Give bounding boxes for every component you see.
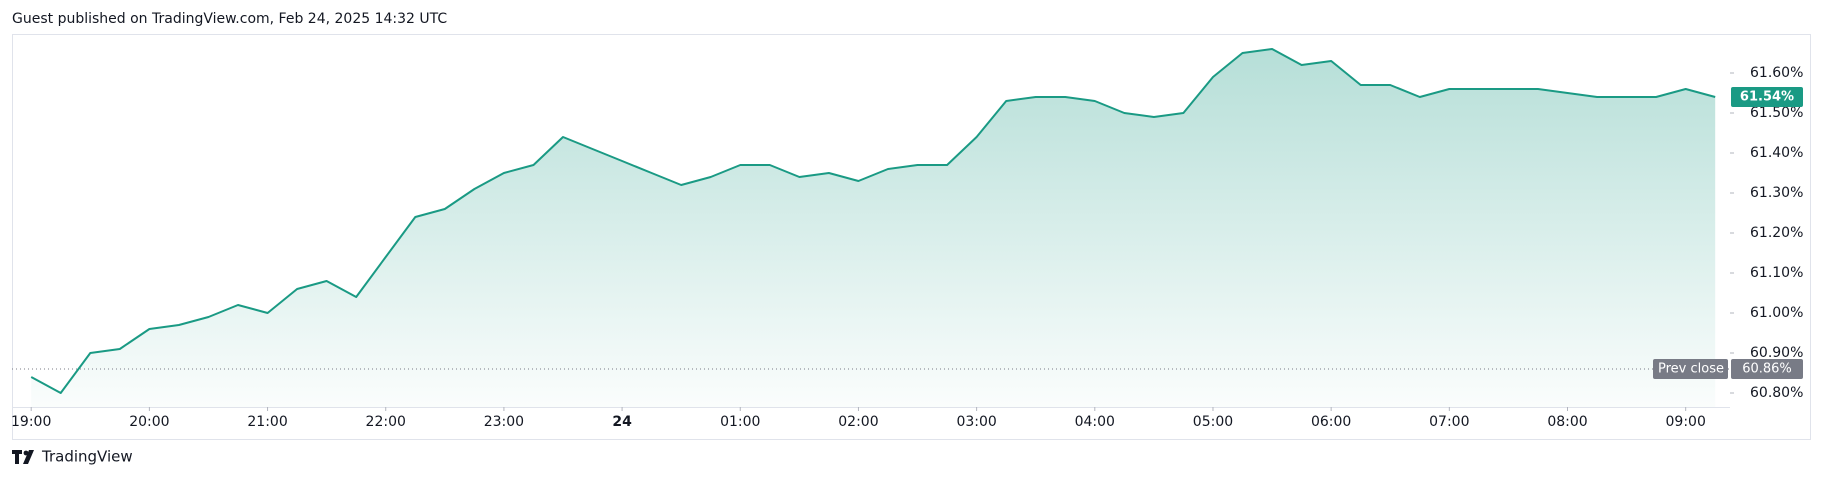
- x-tick-label: 09:00: [1666, 414, 1706, 430]
- x-tick-label: 02:00: [838, 414, 878, 430]
- prev-close-name: Prev close: [1658, 362, 1724, 377]
- price-line: [30, 48, 1716, 394]
- prev-close-bg: [1731, 359, 1803, 379]
- x-tick-label: 07:00: [1429, 414, 1469, 430]
- x-tick-label: 08:00: [1547, 414, 1587, 430]
- x-tick-label: 23:00: [484, 414, 524, 430]
- last-value-label: 61.54%: [1740, 90, 1794, 105]
- chart-frame: [12, 34, 1811, 440]
- area-fill: [31, 49, 1716, 407]
- header: Guest published on TradingView.com, Feb …: [12, 11, 447, 27]
- x-tick-label: 04:00: [1075, 414, 1115, 430]
- x-tick-label: 20:00: [129, 414, 169, 430]
- x-tick-label: 21:00: [247, 414, 287, 430]
- y-tick-label: 60.80%: [1750, 385, 1803, 401]
- x-tick-label: 03:00: [956, 414, 996, 430]
- y-tick-label: 60.90%: [1750, 345, 1803, 361]
- prev-close-name-bg: [1653, 359, 1728, 379]
- y-tick-label: 61.50%: [1750, 105, 1803, 121]
- last-value-bg: [1731, 87, 1803, 107]
- prev-close-label: 60.86%: [1742, 362, 1792, 377]
- x-tick-label: 24: [612, 414, 632, 430]
- footer: TradingView: [41, 448, 133, 466]
- y-tick-label: 61.40%: [1750, 145, 1803, 161]
- y-tick-label: 61.60%: [1750, 65, 1803, 81]
- x-tick-label: 19:00: [11, 414, 51, 430]
- x-tick-label: 05:00: [1193, 414, 1233, 430]
- x-tick-label: 22:00: [366, 414, 406, 430]
- footer-logo: [12, 450, 34, 464]
- x-tick-label: 01:00: [720, 414, 760, 430]
- x-tick-label: 06:00: [1311, 414, 1351, 430]
- y-tick-label: 61.20%: [1750, 225, 1803, 241]
- y-tick-label: 61.30%: [1750, 185, 1803, 201]
- y-tick-label: 61.10%: [1750, 265, 1803, 281]
- y-tick-label: 61.00%: [1750, 305, 1803, 321]
